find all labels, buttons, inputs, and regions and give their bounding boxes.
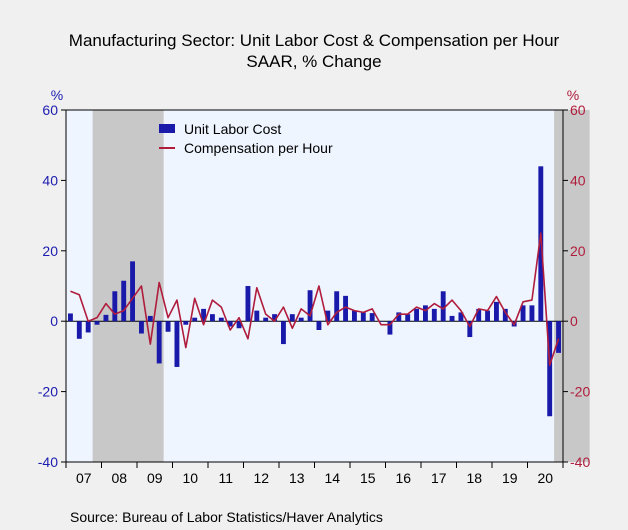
bar-unit-labor-cost <box>440 291 446 322</box>
bar-unit-labor-cost <box>494 301 499 322</box>
bar-unit-labor-cost <box>405 314 411 322</box>
bar-unit-labor-cost <box>502 308 508 322</box>
x-tick-label: 19 <box>502 470 518 486</box>
y-tick-label-right: -20 <box>570 384 590 400</box>
chart-title: Manufacturing Sector: Unit Labor Cost & … <box>69 31 560 50</box>
x-tick-label: 16 <box>395 470 411 486</box>
bar-unit-labor-cost <box>245 286 251 322</box>
bar-unit-labor-cost <box>325 310 331 322</box>
bar-unit-labor-cost <box>289 314 295 322</box>
bar-unit-labor-cost <box>94 321 100 325</box>
bar-unit-labor-cost <box>183 321 189 325</box>
bar-unit-labor-cost <box>467 321 473 338</box>
bar-unit-labor-cost <box>458 312 464 322</box>
recession-band-1 <box>92 110 164 462</box>
bar-unit-labor-cost <box>103 314 109 322</box>
bar-unit-labor-cost <box>360 312 366 322</box>
bar-unit-labor-cost <box>298 317 304 322</box>
bar-unit-labor-cost <box>272 314 277 322</box>
bar-unit-labor-cost <box>281 321 286 345</box>
bar-unit-labor-cost <box>316 321 322 330</box>
line-compensation-per-hour <box>70 232 560 367</box>
recession-band-2 <box>554 110 590 462</box>
bar-unit-labor-cost <box>254 310 260 322</box>
x-tick-label: 15 <box>360 470 376 486</box>
y-axis-ticks: -40 -40 -20 -20 0 0 20 20 40 40 60 60 <box>38 102 591 470</box>
bar-unit-labor-cost <box>387 321 393 335</box>
legend: Unit Labor Cost Compensation per Hour <box>159 121 333 156</box>
bar-unit-labor-cost <box>378 321 384 322</box>
bar-unit-labor-cost <box>529 305 535 322</box>
bar-unit-labor-cost <box>476 308 482 322</box>
x-tick-label: 11 <box>218 470 233 486</box>
bar-unit-labor-cost <box>192 317 198 322</box>
bar-unit-labor-cost <box>174 321 180 367</box>
y-tick-label-left: 0 <box>50 313 58 329</box>
bar-unit-labor-cost <box>85 321 91 333</box>
y-tick-label-left: -40 <box>38 454 58 470</box>
bar-unit-labor-cost <box>423 305 428 322</box>
legend-swatch-unit-labor-cost <box>159 124 175 133</box>
x-tick-label: 07 <box>76 470 92 486</box>
x-axis-ticks: 07 08 09 10 11 12 13 14 15 16 17 18 19 20 <box>65 462 564 486</box>
legend-label-compensation: Compensation per Hour <box>184 140 333 156</box>
x-tick-label: 13 <box>289 470 305 486</box>
bar-unit-labor-cost <box>130 261 135 322</box>
y-tick-label-left: 60 <box>42 102 58 118</box>
y-tick-label-right: 60 <box>570 102 586 118</box>
bar-unit-labor-cost <box>227 321 233 327</box>
x-tick-label: 09 <box>147 470 163 486</box>
bar-unit-labor-cost <box>218 317 224 322</box>
x-tick-label: 18 <box>466 470 482 486</box>
bar-unit-labor-cost <box>369 313 375 322</box>
y-tick-label-right: -40 <box>570 454 590 470</box>
bar-unit-labor-cost <box>156 321 162 364</box>
bar-unit-labor-cost <box>147 315 153 322</box>
bar-unit-labor-cost <box>68 313 73 322</box>
bar-unit-labor-cost <box>431 308 437 322</box>
bar-unit-labor-cost <box>449 315 455 322</box>
bar-unit-labor-cost <box>396 312 402 322</box>
chart-subtitle: SAAR, % Change <box>246 52 381 71</box>
y-tick-label-right: 20 <box>570 243 586 259</box>
bar-unit-labor-cost <box>263 317 269 322</box>
x-tick-label: 17 <box>431 470 447 486</box>
recession-shading <box>92 110 590 462</box>
bar-unit-labor-cost <box>165 321 171 332</box>
y-tick-label-left: 20 <box>42 243 58 259</box>
bar-unit-labor-cost <box>76 321 82 339</box>
bar-unit-labor-cost <box>121 280 127 322</box>
x-tick-label: 10 <box>182 470 198 486</box>
bar-unit-labor-cost <box>485 310 490 322</box>
bar-unit-labor-cost <box>520 305 526 322</box>
bar-unit-labor-cost <box>414 308 419 322</box>
compensation-line <box>70 232 560 367</box>
y-tick-label-right: 0 <box>570 313 578 329</box>
bar-unit-labor-cost <box>556 321 561 353</box>
bar-unit-labor-cost <box>334 291 340 322</box>
bar-unit-labor-cost <box>307 290 313 322</box>
bar-unit-labor-cost <box>352 310 357 322</box>
y-tick-label-left: 40 <box>42 172 58 188</box>
bar-unit-labor-cost <box>112 291 118 322</box>
bar-unit-labor-cost <box>343 295 348 322</box>
x-tick-label: 12 <box>253 470 269 486</box>
bar-unit-labor-cost <box>139 321 144 334</box>
bar-unit-labor-cost <box>210 314 215 322</box>
bar-unit-labor-cost <box>201 308 206 322</box>
left-axis-unit: % <box>51 87 63 103</box>
bar-unit-labor-cost <box>547 321 553 417</box>
x-tick-label: 14 <box>324 470 340 486</box>
y-tick-label-left: -20 <box>38 384 58 400</box>
x-tick-label: 20 <box>537 470 553 486</box>
right-axis-unit: % <box>567 87 579 103</box>
legend-label-unit-labor-cost: Unit Labor Cost <box>184 121 281 137</box>
x-tick-label: 08 <box>111 470 127 486</box>
source-note: Source: Bureau of Labor Statistics/Haver… <box>70 509 383 525</box>
bar-unit-labor-cost <box>236 321 242 329</box>
y-tick-label-right: 40 <box>570 172 586 188</box>
unit-labor-cost-bars <box>68 166 561 417</box>
